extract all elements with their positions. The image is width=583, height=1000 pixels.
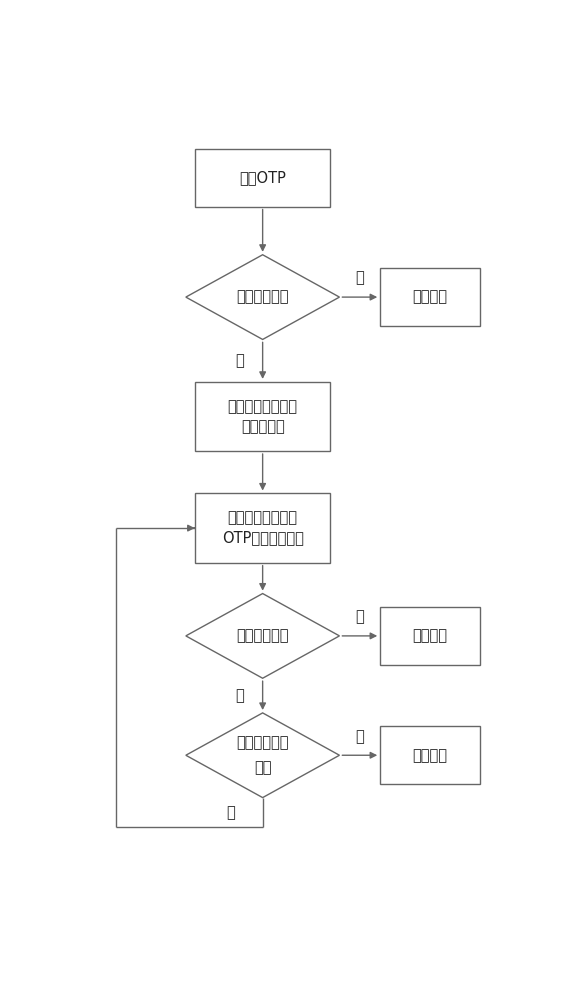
Text: OTP的重写区域中: OTP的重写区域中 [222,531,304,546]
Text: 校验是否成功: 校验是否成功 [236,628,289,643]
Bar [380,268,479,326]
Text: 退出烧录: 退出烧录 [412,628,447,643]
Polygon shape [186,713,339,798]
Text: 否: 否 [236,353,244,368]
Text: 烧录OTP: 烧录OTP [239,170,286,185]
Text: 是: 是 [356,271,364,286]
Bar [195,382,331,451]
Text: 校验是否成功: 校验是否成功 [236,290,289,305]
Text: 是: 是 [356,609,364,624]
Text: 退出烧录: 退出烧录 [412,748,447,763]
Bar [380,607,479,665]
Text: 重写区域没有: 重写区域没有 [236,735,289,750]
Text: 退出烧录: 退出烧录 [412,290,447,305]
Text: 是: 是 [356,729,364,744]
Bar [380,726,479,784]
Text: 记录校验失败的地: 记录校验失败的地 [227,399,298,414]
Text: 空间: 空间 [254,760,272,775]
Bar [195,493,331,563]
Text: 将地址和数据写入: 将地址和数据写入 [227,511,298,526]
Bar [195,149,331,207]
Text: 否: 否 [227,806,236,820]
Polygon shape [186,594,339,678]
Text: 址或者数据: 址或者数据 [241,419,285,434]
Polygon shape [186,255,339,339]
Text: 否: 否 [236,688,244,703]
